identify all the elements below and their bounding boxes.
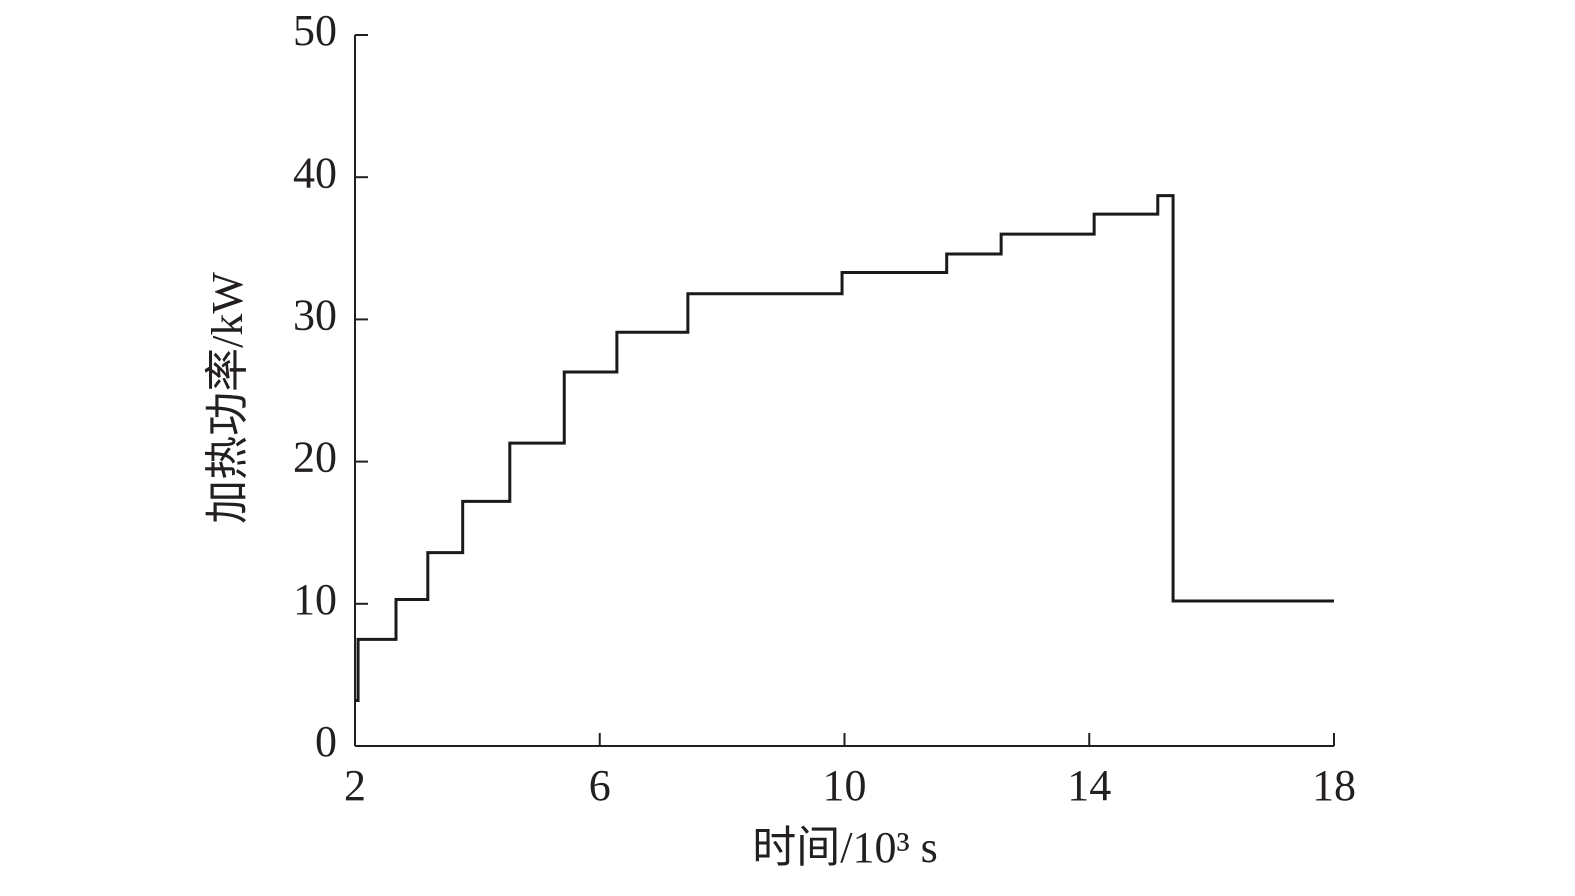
data-line [355,194,1334,702]
y-axis-title: 加热功率/kW [203,272,252,524]
x-tick-label: 6 [589,761,611,810]
y-tick-label: 20 [293,433,337,482]
y-tick-label: 30 [293,290,337,339]
x-tick-label: 14 [1067,761,1111,810]
y-tick-label: 50 [293,6,337,55]
y-tick-label: 0 [315,717,337,766]
x-axis-title: 时间/10³ s [752,823,938,872]
y-tick-label: 40 [293,148,337,197]
y-tick-label: 10 [293,575,337,624]
x-tick-label: 18 [1312,761,1356,810]
x-tick-label: 2 [344,761,366,810]
x-tick-label: 10 [823,761,867,810]
